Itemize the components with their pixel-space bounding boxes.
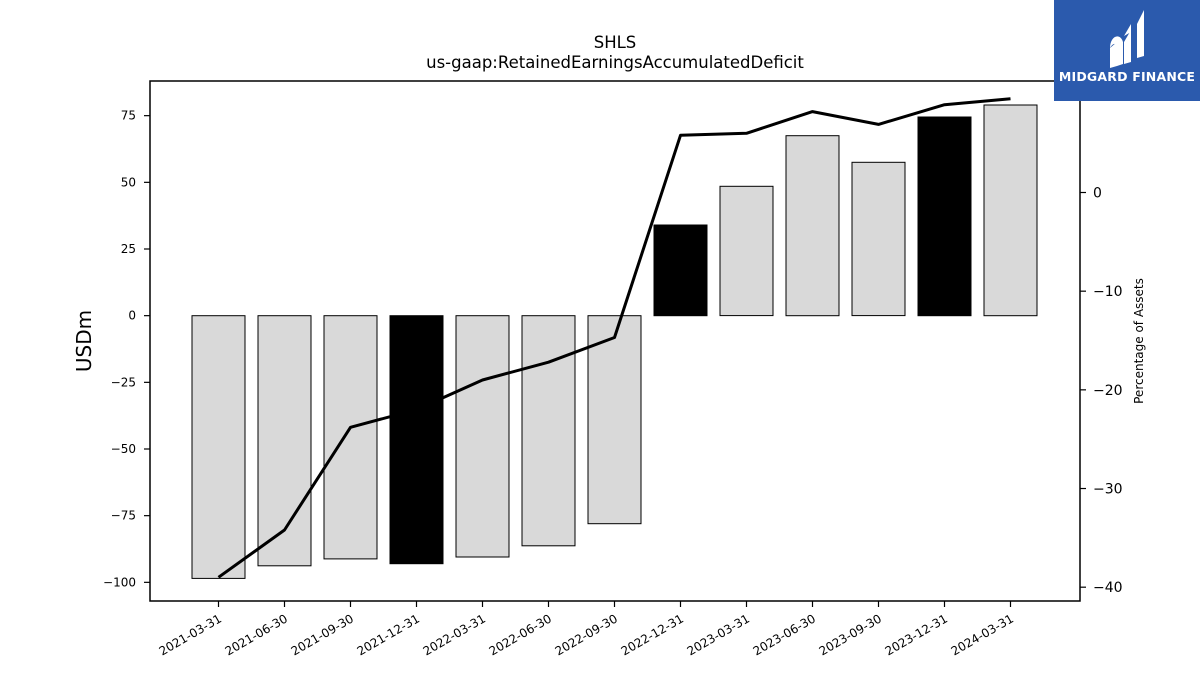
left-tick-label: 50 [121, 175, 136, 189]
bar-2023-12-31 [917, 116, 972, 317]
bar-2022-03-31 [455, 315, 510, 558]
x-tick-label: 2021-12-31 [355, 611, 422, 658]
bar-2023-06-30 [785, 135, 840, 317]
right-tick-label: −10 [1093, 284, 1123, 300]
x-tick-label: 2023-03-31 [685, 611, 752, 658]
x-tick-label: 2022-06-30 [487, 611, 554, 658]
midgard-finance-logo: MIDGARD FINANCE [1054, 0, 1200, 101]
x-tick-label: 2022-12-31 [619, 611, 686, 658]
x-tick-label: 2023-06-30 [751, 611, 818, 658]
x-tick-label: 2023-09-30 [817, 611, 884, 658]
x-tick-label: 2023-12-31 [883, 611, 950, 658]
bar-2021-06-30 [257, 315, 312, 567]
bar-2022-09-30 [587, 315, 642, 525]
right-axis: −40−30−20−10010 [1080, 87, 1123, 596]
left-axis: −100 −75 −50 −25 0 25 50 75 [103, 109, 150, 589]
y-axis-right-label: Percentage of Assets [1132, 278, 1146, 404]
bar-2021-09-30 [323, 315, 378, 560]
left-tick-label: −75 [111, 509, 136, 523]
bar-2022-12-31 [653, 224, 708, 317]
x-tick-label: 2022-09-30 [553, 611, 620, 658]
bar-2021-03-31 [191, 315, 246, 579]
y-axis-label: USDm [72, 310, 96, 372]
right-tick-label: 0 [1093, 185, 1102, 201]
bar-2022-06-30 [521, 315, 576, 547]
x-tick-label: 2021-09-30 [289, 611, 356, 658]
x-tick-label: 2021-03-31 [157, 611, 224, 658]
line-layer [217, 97, 1011, 579]
left-tick-label: −100 [103, 575, 136, 589]
chart-subtitle: us-gaap:RetainedEarningsAccumulatedDefic… [426, 53, 804, 72]
right-tick-label: −40 [1093, 580, 1123, 596]
chart-title: SHLS [594, 33, 637, 52]
left-tick-label: 25 [121, 242, 136, 256]
x-tick-label: 2024-03-31 [949, 611, 1016, 658]
left-tick-label: −50 [111, 442, 136, 456]
right-tick-label: −20 [1093, 383, 1123, 399]
right-tick-label: −30 [1093, 482, 1123, 498]
bar-2023-03-31 [719, 185, 774, 317]
x-tick-label: 2022-03-31 [421, 611, 488, 658]
bar-2021-12-31 [389, 315, 444, 565]
logo-mark-icon [1110, 10, 1144, 68]
logo-text: MIDGARD FINANCE [1058, 69, 1196, 84]
left-tick-label: −25 [111, 375, 136, 389]
x-axis: 2021-03-312021-06-302021-09-302021-12-31… [157, 601, 1016, 658]
left-tick-label: 75 [121, 109, 136, 123]
bar-2023-09-30 [851, 161, 906, 317]
bar-2024-03-31 [983, 104, 1038, 317]
bars-layer [191, 104, 1038, 579]
x-tick-label: 2021-06-30 [223, 611, 290, 658]
left-tick-label: 0 [128, 309, 136, 323]
percentage-line [217, 97, 1011, 579]
